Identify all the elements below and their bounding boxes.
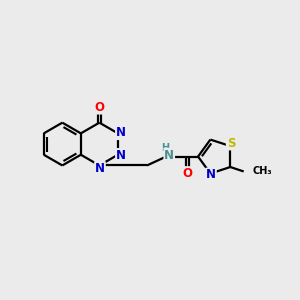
Text: N: N <box>116 149 126 162</box>
Text: O: O <box>94 101 104 114</box>
Text: N: N <box>206 169 216 182</box>
Text: H: H <box>161 143 169 153</box>
Text: N: N <box>164 148 174 162</box>
Text: O: O <box>183 167 193 180</box>
Text: CH₃: CH₃ <box>253 166 272 176</box>
Text: N: N <box>116 126 126 139</box>
Text: N: N <box>95 162 105 175</box>
Text: S: S <box>227 136 235 150</box>
